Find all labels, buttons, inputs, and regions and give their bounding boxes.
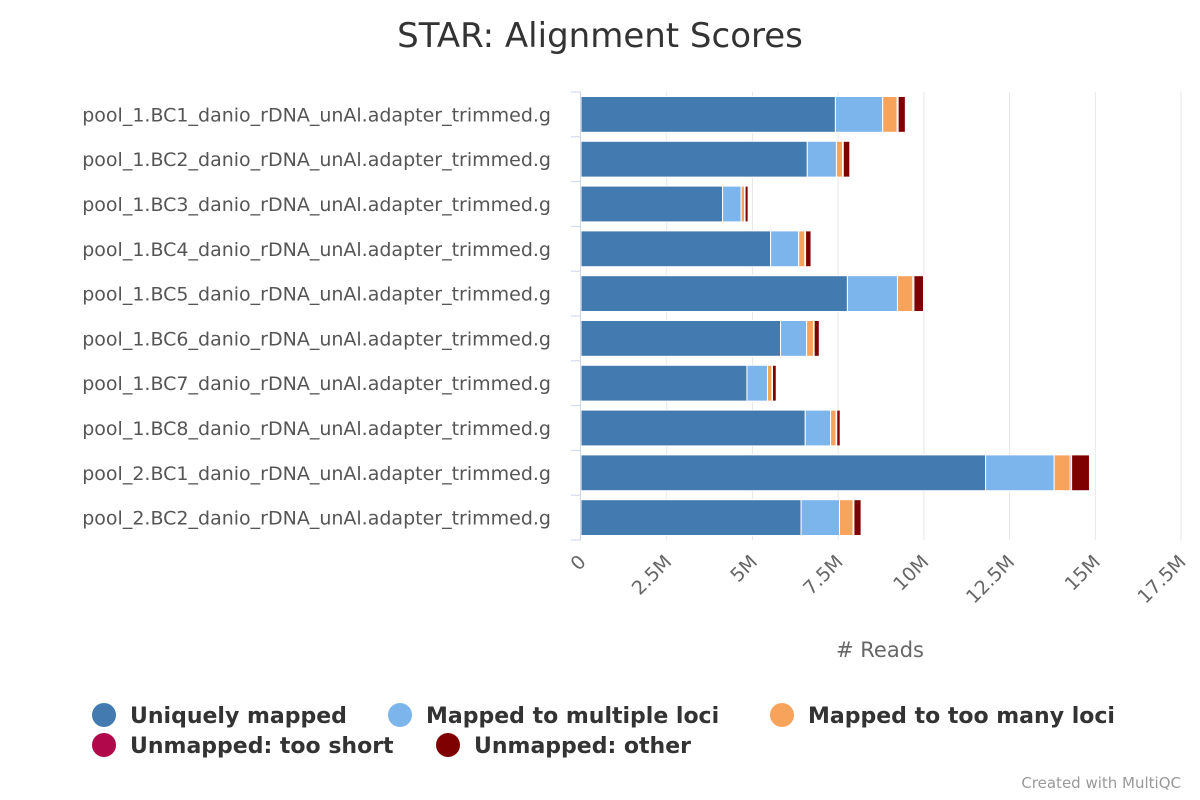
bar-segment[interactable]: [806, 140, 837, 178]
bar-segment[interactable]: [830, 409, 837, 447]
legend-label: Unmapped: too short: [130, 734, 394, 759]
bar-segment[interactable]: [805, 230, 812, 268]
bar-segment[interactable]: [882, 95, 898, 133]
bar-layer: [580, 95, 1090, 537]
legend-marker: [92, 733, 116, 757]
legend-label: Unmapped: other: [474, 734, 691, 759]
bar-segment[interactable]: [1053, 454, 1071, 492]
x-tick-label: 5M: [726, 551, 762, 587]
bar-segment[interactable]: [780, 319, 808, 357]
bar-segment[interactable]: [804, 409, 832, 447]
bar-segment[interactable]: [580, 409, 806, 447]
legend-item[interactable]: Unmapped: too short: [92, 733, 394, 759]
bar-segment[interactable]: [813, 319, 820, 357]
credit-text: Created with MultiQC: [1021, 774, 1181, 792]
bar-segment[interactable]: [1071, 454, 1090, 492]
bar-segment[interactable]: [580, 230, 772, 268]
legend-label: Mapped to multiple loci: [426, 704, 719, 729]
bar-segment[interactable]: [767, 364, 773, 402]
bar-segment[interactable]: [985, 454, 1055, 492]
x-tick-label: 12.5M: [962, 551, 1019, 608]
bar-segment[interactable]: [580, 95, 836, 133]
bar-segment[interactable]: [722, 185, 742, 223]
bar-segment[interactable]: [580, 364, 748, 402]
category-label: pool_2.BC2_danio_rDNA_unAl.adapter_trimm…: [82, 508, 551, 530]
bar-segment[interactable]: [842, 140, 851, 178]
bar-segment[interactable]: [897, 95, 906, 133]
category-label: pool_1.BC3_danio_rDNA_unAl.adapter_trimm…: [82, 194, 551, 216]
bar-segment[interactable]: [846, 275, 898, 313]
bar-segment[interactable]: [896, 275, 914, 313]
legend-label: Uniquely mapped: [130, 704, 347, 729]
bar-segment[interactable]: [580, 185, 724, 223]
legend-marker: [436, 733, 460, 757]
chart-title: STAR: Alignment Scores: [397, 16, 803, 56]
legend-marker: [770, 703, 794, 727]
bar-segment[interactable]: [913, 275, 925, 313]
legend-item[interactable]: Uniquely mapped: [92, 703, 347, 729]
bar-segment[interactable]: [744, 185, 749, 223]
category-label: pool_2.BC1_danio_rDNA_unAl.adapter_trimm…: [82, 463, 551, 485]
x-tick-label: 10M: [889, 551, 933, 595]
legend-marker: [388, 703, 412, 727]
legend-item[interactable]: Mapped to multiple loci: [388, 703, 719, 729]
bar-segment[interactable]: [836, 409, 841, 447]
category-label: pool_1.BC2_danio_rDNA_unAl.adapter_trimm…: [82, 149, 551, 171]
bar-segment[interactable]: [800, 499, 841, 537]
x-tick-label: 15M: [1061, 551, 1105, 595]
bar-segment[interactable]: [580, 499, 802, 537]
bar-segment[interactable]: [580, 319, 782, 357]
legend-item[interactable]: Mapped to too many loci: [770, 703, 1115, 729]
bar-segment[interactable]: [746, 364, 769, 402]
bar-segment[interactable]: [839, 499, 854, 537]
x-tick-label: 0: [566, 551, 590, 575]
category-label: pool_1.BC8_danio_rDNA_unAl.adapter_trimm…: [82, 418, 551, 440]
bar-segment[interactable]: [798, 230, 806, 268]
bar-segment[interactable]: [806, 319, 814, 357]
bar-segment[interactable]: [580, 275, 848, 313]
legend: Uniquely mapped Mapped to multiple loci Ma…: [92, 703, 1115, 759]
legend-marker: [92, 703, 116, 727]
category-label: pool_1.BC1_danio_rDNA_unAl.adapter_trimm…: [82, 104, 551, 126]
bar-segment[interactable]: [771, 364, 777, 402]
category-label: pool_1.BC4_danio_rDNA_unAl.adapter_trimm…: [82, 239, 551, 261]
x-axis-title: # Reads: [836, 638, 924, 662]
category-label: pool_1.BC6_danio_rDNA_unAl.adapter_trimm…: [82, 328, 551, 350]
legend-item[interactable]: Unmapped: other: [436, 733, 691, 759]
bar-segment[interactable]: [580, 140, 808, 178]
bar-segment[interactable]: [834, 95, 884, 133]
legend-label: Mapped to too many loci: [808, 704, 1115, 729]
category-label: pool_1.BC5_danio_rDNA_unAl.adapter_trimm…: [82, 284, 551, 306]
category-label: pool_1.BC7_danio_rDNA_unAl.adapter_trimm…: [82, 373, 551, 395]
bar-segment[interactable]: [580, 454, 987, 492]
bar-segment[interactable]: [770, 230, 800, 268]
x-tick-label: 2.5M: [628, 551, 677, 600]
bar-segment[interactable]: [740, 185, 746, 223]
x-tick-label: 7.5M: [799, 551, 848, 600]
bar-segment[interactable]: [835, 140, 844, 178]
bar-segment[interactable]: [853, 499, 862, 537]
x-tick-label: 17.5M: [1133, 551, 1190, 608]
